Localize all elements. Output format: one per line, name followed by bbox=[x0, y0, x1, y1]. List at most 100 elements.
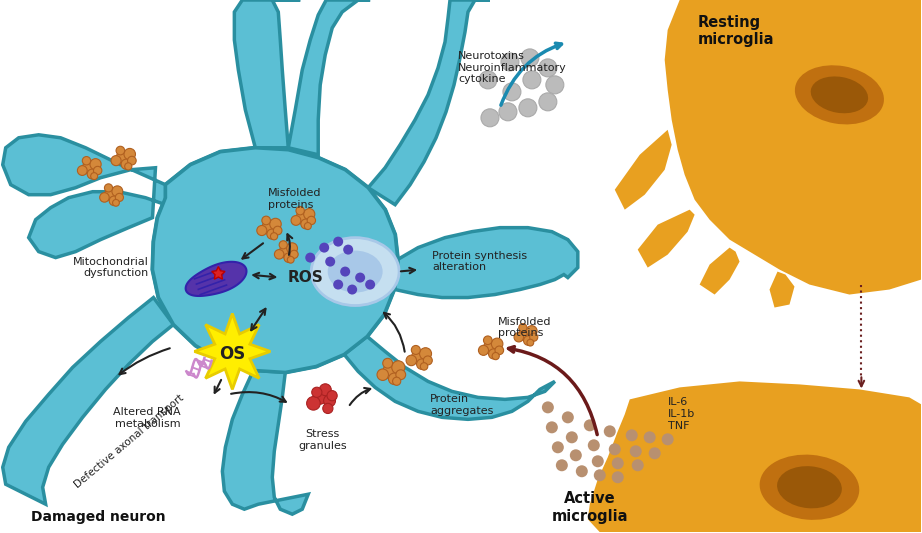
Circle shape bbox=[273, 226, 282, 235]
Circle shape bbox=[538, 93, 557, 111]
Circle shape bbox=[312, 387, 322, 398]
Text: Resting
microglia: Resting microglia bbox=[698, 15, 774, 47]
Circle shape bbox=[287, 243, 298, 254]
Ellipse shape bbox=[810, 76, 869, 113]
Circle shape bbox=[77, 166, 88, 175]
Circle shape bbox=[291, 215, 301, 225]
Circle shape bbox=[121, 159, 131, 169]
Text: Damaged neuron: Damaged neuron bbox=[30, 510, 165, 524]
Circle shape bbox=[333, 280, 343, 289]
Circle shape bbox=[396, 370, 406, 379]
Circle shape bbox=[377, 369, 388, 381]
Circle shape bbox=[303, 208, 314, 220]
Circle shape bbox=[127, 156, 136, 165]
Circle shape bbox=[82, 157, 90, 165]
Text: Stress
granules: Stress granules bbox=[298, 429, 347, 451]
Polygon shape bbox=[222, 370, 308, 514]
Circle shape bbox=[514, 333, 524, 342]
Circle shape bbox=[279, 241, 288, 249]
Text: Defective axonal transport: Defective axonal transport bbox=[73, 393, 186, 490]
Text: IL-6
IL-1b
TNF: IL-6 IL-1b TNF bbox=[668, 398, 695, 431]
Circle shape bbox=[411, 351, 425, 364]
Polygon shape bbox=[3, 297, 173, 504]
Circle shape bbox=[526, 326, 538, 336]
Circle shape bbox=[644, 431, 656, 443]
Circle shape bbox=[423, 356, 432, 365]
Circle shape bbox=[483, 336, 492, 344]
Circle shape bbox=[296, 212, 309, 224]
Circle shape bbox=[662, 433, 674, 445]
Polygon shape bbox=[368, 0, 490, 205]
Circle shape bbox=[270, 219, 281, 230]
Circle shape bbox=[411, 345, 420, 354]
Circle shape bbox=[546, 422, 558, 433]
Circle shape bbox=[100, 192, 109, 202]
Circle shape bbox=[296, 206, 304, 215]
Circle shape bbox=[546, 76, 564, 94]
Circle shape bbox=[262, 221, 275, 234]
Circle shape bbox=[393, 377, 401, 385]
Text: Mitochondrial
dysfunction: Mitochondrial dysfunction bbox=[73, 257, 148, 278]
Circle shape bbox=[527, 339, 534, 346]
Circle shape bbox=[492, 352, 500, 360]
Polygon shape bbox=[289, 0, 370, 155]
Polygon shape bbox=[615, 130, 671, 209]
Circle shape bbox=[262, 216, 270, 225]
Circle shape bbox=[340, 266, 350, 277]
Circle shape bbox=[417, 359, 427, 369]
Circle shape bbox=[519, 328, 531, 341]
Circle shape bbox=[88, 169, 97, 179]
Circle shape bbox=[90, 159, 101, 170]
Circle shape bbox=[365, 280, 375, 289]
Circle shape bbox=[566, 431, 578, 443]
Circle shape bbox=[649, 447, 661, 459]
Circle shape bbox=[519, 324, 527, 332]
Circle shape bbox=[392, 361, 405, 374]
Circle shape bbox=[499, 103, 517, 121]
Circle shape bbox=[383, 364, 397, 379]
Text: ROS: ROS bbox=[288, 270, 323, 285]
Circle shape bbox=[604, 425, 616, 437]
Circle shape bbox=[501, 53, 519, 71]
Circle shape bbox=[561, 411, 573, 423]
Polygon shape bbox=[195, 313, 270, 390]
Polygon shape bbox=[588, 382, 921, 532]
Circle shape bbox=[479, 71, 497, 89]
Polygon shape bbox=[770, 272, 795, 308]
Circle shape bbox=[327, 391, 337, 401]
Circle shape bbox=[111, 156, 121, 166]
Polygon shape bbox=[234, 0, 301, 148]
Circle shape bbox=[319, 384, 331, 395]
Text: Active
microglia: Active microglia bbox=[551, 491, 628, 523]
Polygon shape bbox=[185, 262, 246, 296]
Circle shape bbox=[594, 469, 606, 481]
Circle shape bbox=[104, 184, 112, 192]
Circle shape bbox=[323, 403, 333, 414]
Text: Misfolded
proteins: Misfolded proteins bbox=[498, 317, 551, 338]
Circle shape bbox=[257, 225, 266, 236]
Circle shape bbox=[592, 455, 604, 467]
Circle shape bbox=[632, 459, 644, 471]
Circle shape bbox=[109, 196, 119, 206]
Circle shape bbox=[612, 457, 624, 469]
Circle shape bbox=[584, 419, 596, 431]
Circle shape bbox=[481, 109, 499, 127]
Circle shape bbox=[521, 49, 538, 67]
Circle shape bbox=[112, 199, 119, 206]
Circle shape bbox=[288, 256, 294, 263]
Circle shape bbox=[93, 166, 101, 175]
Circle shape bbox=[325, 256, 336, 266]
Circle shape bbox=[266, 229, 277, 239]
Ellipse shape bbox=[312, 238, 399, 305]
Polygon shape bbox=[212, 266, 225, 279]
Circle shape bbox=[279, 246, 291, 258]
Circle shape bbox=[304, 223, 312, 230]
Circle shape bbox=[483, 341, 496, 354]
Text: Misfolded
proteins: Misfolded proteins bbox=[268, 188, 322, 209]
Circle shape bbox=[112, 186, 123, 197]
Circle shape bbox=[479, 345, 489, 356]
Polygon shape bbox=[665, 0, 921, 295]
Text: Protein synthesis
alteration: Protein synthesis alteration bbox=[432, 251, 527, 272]
Circle shape bbox=[301, 219, 311, 229]
Circle shape bbox=[307, 216, 315, 224]
